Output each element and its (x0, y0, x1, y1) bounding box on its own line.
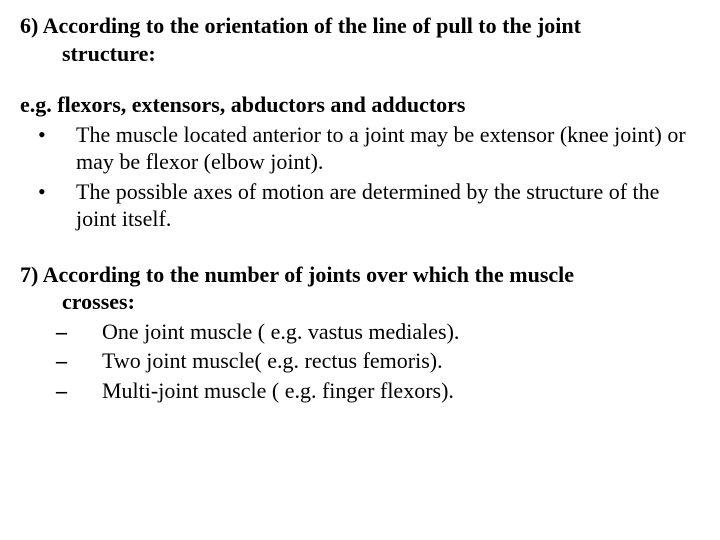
section6-heading-line1: 6) According to the orientation of the l… (20, 13, 581, 38)
list-item: • The muscle located anterior to a joint… (20, 121, 700, 176)
dash-text: Multi-joint muscle ( e.g. finger flexors… (102, 377, 700, 405)
list-item: – Multi-joint muscle ( e.g. finger flexo… (56, 377, 700, 405)
section6-example: e.g. flexors, extensors, abductors and a… (20, 91, 700, 119)
list-item: – One joint muscle ( e.g. vastus mediale… (56, 318, 700, 346)
dash-text: One joint muscle ( e.g. vastus mediales)… (102, 318, 700, 346)
dash-icon: – (56, 347, 102, 375)
section7-heading-line1: 7) According to the number of joints ove… (20, 262, 574, 287)
section6-heading-line2: structure: (20, 40, 700, 68)
section6-heading: 6) According to the orientation of the l… (20, 12, 700, 67)
list-item: – Two joint muscle( e.g. rectus femoris)… (56, 347, 700, 375)
dash-icon: – (56, 377, 102, 405)
dash-icon: – (56, 318, 102, 346)
bullet-text: The possible axes of motion are determin… (76, 178, 700, 233)
section7-heading: 7) According to the number of joints ove… (20, 261, 700, 316)
bullet-text: The muscle located anterior to a joint m… (76, 121, 700, 176)
list-item: • The possible axes of motion are determ… (20, 178, 700, 233)
bullet-icon: • (20, 121, 76, 176)
section7-heading-line2: crosses: (20, 288, 700, 316)
section6-bullet-list: • The muscle located anterior to a joint… (20, 121, 700, 233)
section7-dash-list: – One joint muscle ( e.g. vastus mediale… (20, 318, 700, 405)
bullet-icon: • (20, 178, 76, 233)
dash-text: Two joint muscle( e.g. rectus femoris). (102, 347, 700, 375)
